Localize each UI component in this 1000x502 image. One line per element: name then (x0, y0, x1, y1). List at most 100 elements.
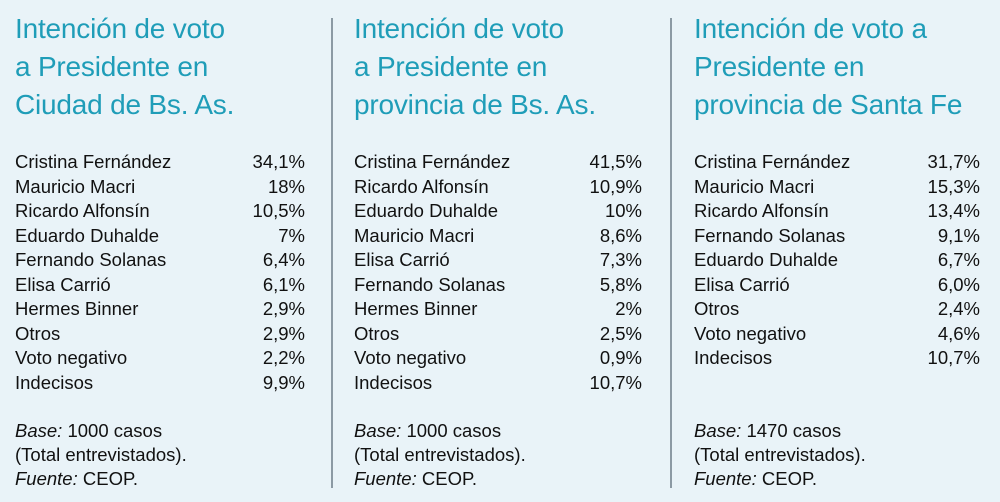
base-line: Base: 1000 casos (354, 419, 670, 443)
vote-percentage: 6,0% (937, 273, 980, 295)
results-list: Cristina Fernández 34,1% Mauricio Macri 18… (15, 150, 330, 395)
list-item: Ricardo Alfonsín 10,9% (354, 175, 642, 200)
list-item: Indecisos 9,9% (15, 371, 305, 396)
source-label: Fuente: (694, 468, 757, 489)
vote-percentage: 9,9% (262, 371, 305, 393)
title-line: provincia de Bs. As. (354, 89, 596, 120)
candidate-name: Hermes Binner (15, 298, 139, 319)
source-line: Fuente: CEOP. (354, 467, 670, 491)
title-line: Intención de voto (354, 13, 564, 44)
list-item: Fernando Solanas 5,8% (354, 273, 642, 298)
candidate-name: Indecisos (15, 371, 94, 393)
list-item: Elisa Carrió 6,1% (15, 273, 305, 298)
vote-percentage: 31,7% (927, 151, 980, 172)
candidate-name: Eduardo Duhalde (354, 200, 498, 221)
source-note: Base: 1000 casos (Total entrevistados). … (15, 419, 330, 491)
source-line: Fuente: CEOP. (694, 467, 1000, 491)
source-value: CEOP. (421, 468, 478, 489)
list-item: Mauricio Macri 8,6% (354, 224, 642, 249)
candidate-name: Ricardo Alfonsín (15, 200, 150, 221)
candidate-name: Elisa Carrió (694, 273, 790, 295)
candidate-name: Indecisos (354, 371, 433, 393)
base-label: Base: (354, 420, 402, 441)
vote-percentage: 2,9% (262, 298, 305, 319)
panel-title: Intención de voto a Presidente en provin… (694, 10, 1000, 124)
vote-percentage: 2,2% (262, 347, 305, 368)
source-note: Base: 1000 casos (Total entrevistados). … (354, 419, 670, 491)
vote-percentage: 10,7% (927, 347, 980, 368)
candidate-name: Voto negativo (15, 347, 128, 368)
vote-percentage: 4,6% (937, 322, 980, 344)
vote-percentage: 10,9% (589, 175, 642, 197)
list-item: Elisa Carrió 6,0% (694, 273, 980, 298)
list-item: Fernando Solanas 6,4% (15, 248, 305, 273)
vote-percentage: 10,7% (589, 371, 642, 393)
source-note: Base: 1470 casos (Total entrevistados). … (694, 419, 1000, 491)
candidate-name: Voto negativo (694, 322, 807, 344)
list-item: Elisa Carrió 7,3% (354, 248, 642, 273)
list-item: Mauricio Macri 15,3% (694, 175, 980, 200)
candidate-name: Cristina Fernández (15, 151, 172, 172)
candidate-name: Indecisos (694, 347, 773, 368)
total-line: (Total entrevistados). (15, 444, 187, 465)
candidate-name: Cristina Fernández (694, 151, 851, 172)
vote-percentage: 2% (615, 298, 642, 319)
candidate-name: Eduardo Duhalde (15, 224, 159, 246)
source-label: Fuente: (15, 468, 78, 489)
vote-percentage: 5,8% (599, 273, 642, 295)
vote-percentage: 10% (604, 200, 642, 221)
vote-percentage: 41,5% (589, 151, 642, 172)
base-value: 1000 casos (67, 420, 163, 441)
list-item: Voto negativo 0,9% (354, 346, 642, 371)
candidate-name: Cristina Fernández (354, 151, 511, 172)
base-line: Base: 1000 casos (15, 419, 330, 443)
vote-percentage: 7% (278, 224, 305, 246)
results-list: Cristina Fernández 31,7% Mauricio Macri 15… (694, 150, 1000, 371)
panel-provincia-bs-as: Intención de voto a Presidente en provin… (335, 0, 670, 502)
title-line: Ciudad de Bs. As. (15, 89, 235, 120)
candidate-name: Otros (15, 322, 61, 344)
vote-percentage: 6,1% (262, 273, 305, 295)
candidate-name: Mauricio Macri (354, 224, 475, 246)
results-list: Cristina Fernández 41,5% Ricardo Alfonsín… (354, 150, 670, 395)
list-item: Eduardo Duhalde 7% (15, 224, 305, 249)
candidate-name: Voto negativo (354, 347, 467, 368)
vote-percentage: 8,6% (599, 224, 642, 246)
panel-santa-fe: Intención de voto a Presidente en provin… (673, 0, 1000, 502)
total-line: (Total entrevistados). (694, 444, 866, 465)
candidate-name: Otros (694, 298, 740, 319)
vote-percentage: 10,5% (252, 200, 305, 221)
candidate-name: Ricardo Alfonsín (354, 175, 489, 197)
vote-percentage: 15,3% (927, 175, 980, 197)
title-line: Intención de voto a (694, 13, 927, 44)
candidate-name: Elisa Carrió (354, 249, 450, 270)
base-line: Base: 1470 casos (694, 419, 1000, 443)
list-item: Otros 2,9% (15, 322, 305, 347)
base-value: 1470 casos (746, 420, 842, 441)
vote-percentage: 2,4% (937, 298, 980, 319)
title-line: a Presidente en (354, 51, 548, 82)
panel-title: Intención de voto a Presidente en provin… (354, 10, 670, 124)
list-item: Fernando Solanas 9,1% (694, 224, 980, 249)
column-divider (331, 18, 333, 488)
list-item: Hermes Binner 2,9% (15, 297, 305, 322)
candidate-name: Mauricio Macri (15, 175, 136, 197)
list-item: Hermes Binner 2% (354, 297, 642, 322)
source-line: Fuente: CEOP. (15, 467, 330, 491)
list-item: Voto negativo 2,2% (15, 346, 305, 371)
candidate-name: Hermes Binner (354, 298, 478, 319)
title-line: a Presidente en (15, 51, 209, 82)
panel-title: Intención de voto a Presidente en Ciudad… (15, 10, 330, 124)
source-value: CEOP. (82, 468, 139, 489)
list-item: Mauricio Macri 18% (15, 175, 305, 200)
candidate-name: Ricardo Alfonsín (694, 200, 829, 221)
list-item: Otros 2,4% (694, 297, 980, 322)
column-divider (670, 18, 672, 488)
candidate-name: Elisa Carrió (15, 273, 111, 295)
list-item: Cristina Fernández 41,5% (354, 150, 642, 175)
list-item: Indecisos 10,7% (354, 371, 642, 396)
vote-percentage: 6,7% (937, 249, 980, 270)
base-label: Base: (15, 420, 63, 441)
list-item: Cristina Fernández 34,1% (15, 150, 305, 175)
candidate-name: Fernando Solanas (15, 249, 167, 270)
